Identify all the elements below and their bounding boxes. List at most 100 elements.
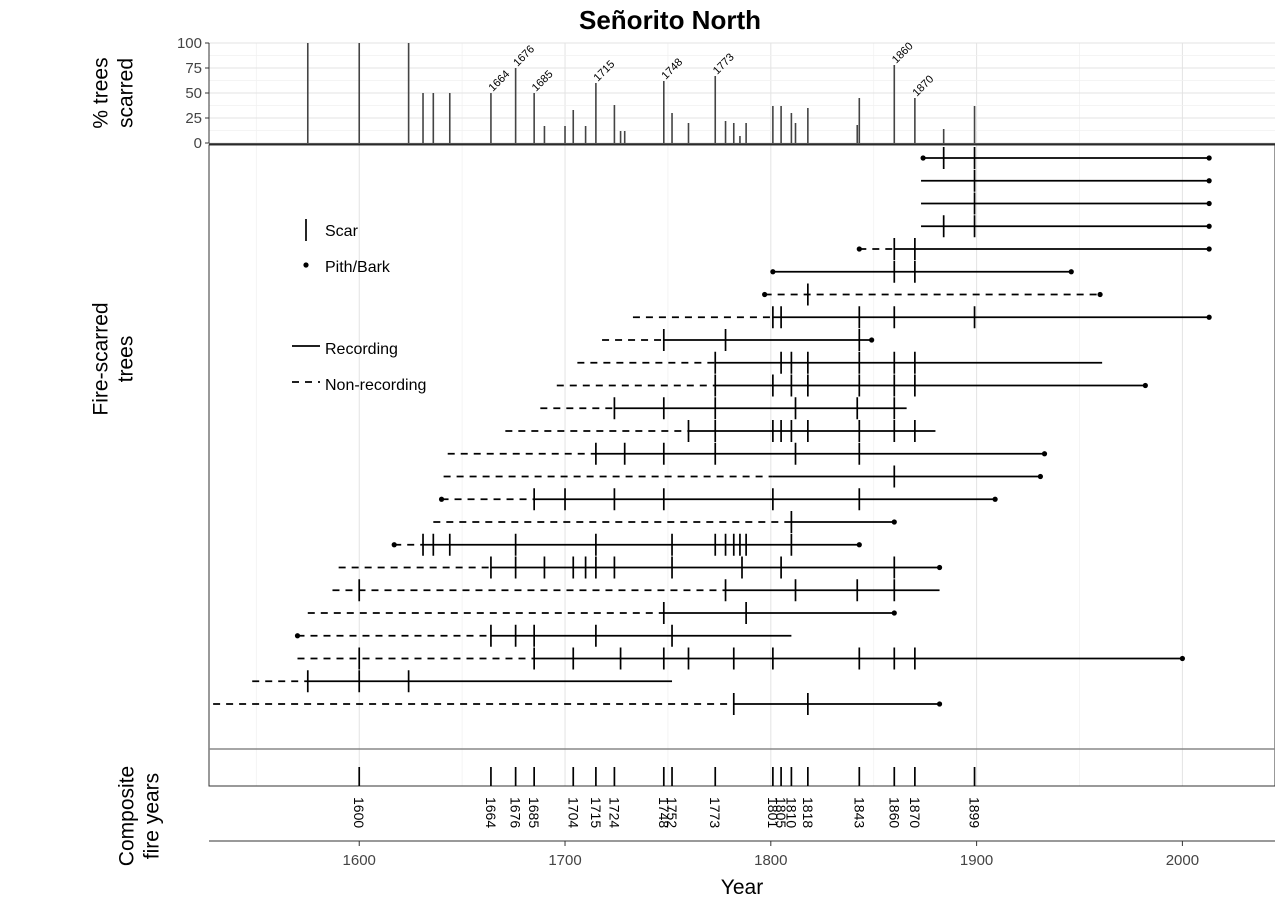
tree-row <box>332 579 940 602</box>
middle-panel-grid <box>255 145 1183 749</box>
tree-row <box>433 511 897 533</box>
tree-row <box>540 397 907 420</box>
top-y-tick-label: 100 <box>177 35 202 52</box>
composite-year-label: 1664 <box>483 797 499 828</box>
legend-scar-label: Scar <box>325 223 359 240</box>
tree-row <box>632 306 1212 329</box>
pith-bark-marker <box>1041 451 1048 457</box>
axis-titles: % treesscarred Fire-scarredtrees Composite… <box>90 57 164 866</box>
composite-year-label: 1600 <box>351 797 367 828</box>
composite-year-label: 1704 <box>565 797 581 828</box>
top-y-tick-label: 75 <box>185 60 202 77</box>
tree-row <box>921 192 1212 215</box>
tree-row <box>505 420 936 442</box>
tree-row <box>920 147 1212 169</box>
tree-row <box>213 693 943 715</box>
composite-year-label: 1801 <box>765 797 781 828</box>
bottom-y-axis-title-line: Composite <box>116 766 139 866</box>
x-tick-label: 1700 <box>548 852 581 869</box>
x-axis: 1600 1700 1800 1900 2000 Year <box>209 840 1275 899</box>
tree-row <box>602 329 875 351</box>
pith-bark-marker <box>1097 291 1103 298</box>
pith-bark-marker <box>869 337 875 343</box>
tree-row <box>307 602 897 624</box>
tree-row <box>762 283 1103 306</box>
x-tick-label: 1800 <box>754 852 787 869</box>
x-tick-label: 1900 <box>960 852 993 869</box>
tree-row <box>556 374 1148 397</box>
composite-year-label: 1676 <box>508 797 524 828</box>
top-y-axis-title-line: scarred <box>115 58 138 128</box>
composite-year-label: 1724 <box>606 797 622 828</box>
pith-bark-marker <box>891 610 897 616</box>
composite-year-label: 1748 <box>656 797 672 828</box>
top-y-tick-label: 0 <box>194 135 202 152</box>
chart-title: Señorito North <box>579 5 761 35</box>
tree-row <box>577 351 1103 374</box>
composite-year-label: 1715 <box>588 797 604 828</box>
pith-bark-marker <box>1206 223 1212 229</box>
pith-bark-marker <box>770 269 776 275</box>
pith-bark-marker <box>936 564 943 571</box>
top-y-tick-label: 25 <box>185 110 202 127</box>
top-panel-axis: 0 25 50 75 100 <box>177 35 1275 152</box>
tree-row <box>443 465 1043 488</box>
bottom-y-axis-title-line: fire years <box>141 773 164 859</box>
composite-year-label: 1752 <box>664 797 680 828</box>
composite-year-label: 1810 <box>783 797 799 828</box>
composite-year-label: 1899 <box>967 797 983 828</box>
x-tick-label: 2000 <box>1166 852 1199 869</box>
top-y-tick-label: 50 <box>185 85 202 102</box>
tree-row <box>921 215 1212 238</box>
legend-pith-bark-key <box>303 262 309 268</box>
pith-bark-marker <box>1206 314 1212 320</box>
pith-bark-marker <box>438 496 445 502</box>
pith-bark-marker <box>1206 178 1212 184</box>
tree-row <box>294 624 792 647</box>
composite-year-label: 1773 <box>707 797 723 828</box>
composite-year-label: 1843 <box>851 797 867 828</box>
x-axis-title: Year <box>721 876 763 899</box>
pith-bark-marker <box>992 496 998 502</box>
composite-year-label: 1818 <box>800 797 816 828</box>
tree-row <box>252 670 673 693</box>
pith-bark-marker <box>762 291 768 298</box>
composite-year-label: 1685 <box>526 797 542 828</box>
middle-y-axis-title: Fire-scarredtrees <box>90 302 138 415</box>
pith-bark-marker <box>856 246 862 252</box>
composite-year-label: 1860 <box>886 797 902 828</box>
top-y-axis-title-line: % trees <box>90 57 113 128</box>
tree-row <box>921 169 1212 192</box>
pith-bark-marker <box>1179 655 1185 662</box>
bottom-y-axis-title: Compositefire years <box>116 766 164 866</box>
pith-bark-marker <box>856 542 862 548</box>
pith-bark-marker <box>1206 155 1212 161</box>
top-panel-grid <box>209 42 1275 144</box>
composite-year-label: 1870 <box>907 797 923 828</box>
middle-y-axis-title-line: Fire-scarred <box>90 302 113 415</box>
tree-row <box>391 533 862 556</box>
legend-pith-bark-label: Pith/Bark <box>325 259 391 276</box>
pith-bark-marker <box>936 701 943 707</box>
tree-row <box>856 238 1212 260</box>
pith-bark-marker <box>920 155 926 161</box>
pith-bark-marker <box>1142 382 1148 389</box>
pith-bark-marker <box>1206 200 1212 207</box>
pith-bark-marker <box>294 633 301 639</box>
tree-row <box>770 260 1074 283</box>
legend-recording-label: Recording <box>325 341 398 358</box>
tree-row <box>438 488 998 511</box>
composite-year-label: 1805 <box>773 797 789 828</box>
pith-bark-marker <box>1206 246 1212 252</box>
tree-row <box>447 442 1048 465</box>
pith-bark-marker <box>891 519 897 525</box>
legend: Scar Pith/Bark Recording Non-recording <box>292 219 426 394</box>
tree-row <box>338 556 943 579</box>
pith-bark-marker <box>1068 269 1074 275</box>
x-tick-label: 1600 <box>343 852 376 869</box>
pith-bark-marker <box>391 542 397 548</box>
pith-bark-marker <box>1037 473 1043 480</box>
